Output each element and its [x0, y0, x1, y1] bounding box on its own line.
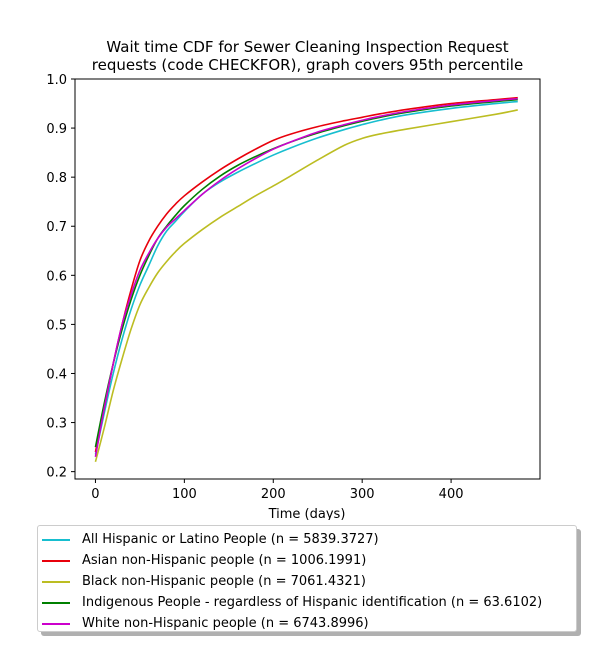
- legend-swatch: [42, 538, 70, 541]
- series-line-2: [94, 96, 518, 453]
- legend-item-4: Indigenous People - regardless of Hispan…: [38, 592, 576, 613]
- y-tick-label: 0.9: [46, 122, 67, 137]
- legend-label: Indigenous People - regardless of Hispan…: [82, 595, 543, 610]
- legend-label: Asian non-Hispanic people (n = 1006.1991…: [82, 553, 367, 568]
- legend-item-1: All Hispanic or Latino People (n = 5839.…: [38, 529, 576, 550]
- y-tick-label: 1.0: [46, 73, 67, 88]
- y-tick-label: 0.4: [46, 367, 67, 382]
- legend-swatch: [42, 580, 70, 583]
- chart-title-line-2: requests (code CHECKFOR), graph covers 9…: [91, 56, 524, 74]
- axes-frame: [74, 78, 541, 480]
- legend-swatch: [42, 622, 70, 625]
- legend-swatch: [42, 559, 70, 562]
- y-tick-label: 0.8: [46, 171, 67, 186]
- legend-label: All Hispanic or Latino People (n = 5839.…: [82, 532, 379, 547]
- y-tick-label: 0.5: [46, 318, 67, 333]
- x-axis-ticks: 0 100 200 300 400: [91, 479, 464, 502]
- legend-swatch: [42, 601, 70, 604]
- x-axis-label: Time (days): [268, 507, 346, 520]
- chart-title-line-1: Wait time CDF for Sewer Cleaning Inspect…: [106, 38, 509, 56]
- legend-item-2: Asian non-Hispanic people (n = 1006.1991…: [38, 550, 576, 571]
- legend-item-3: Black non-Hispanic people (n = 7061.4321…: [38, 571, 576, 592]
- y-axis-ticks: 0.2 0.3 0.4 0.5 0.6 0.7 0.8 0.9 1.0: [46, 73, 75, 481]
- series-layer: [94, 96, 518, 463]
- series-line-5: [94, 97, 518, 458]
- chart-plot-area: 0 100 200 300 400 0.2 0.3 0.4 0.5 0.6 0.7 0.8 0.9 1.…: [46, 73, 541, 520]
- y-tick-label: 0.7: [46, 220, 67, 235]
- x-tick-label: 300: [350, 487, 375, 502]
- series-line-3: [94, 109, 518, 463]
- series-line-1: [94, 100, 518, 455]
- y-tick-label: 0.3: [46, 417, 67, 432]
- x-tick-label: 0: [91, 487, 99, 502]
- x-tick-label: 100: [172, 487, 197, 502]
- legend-label: Black non-Hispanic people (n = 7061.4321…: [82, 574, 366, 589]
- y-tick-label: 0.6: [46, 269, 67, 284]
- x-tick-label: 200: [261, 487, 286, 502]
- series-line-4: [94, 98, 518, 448]
- legend-label: White non-Hispanic people (n = 6743.8996…: [82, 616, 369, 631]
- legend-item-5: White non-Hispanic people (n = 6743.8996…: [38, 613, 576, 634]
- x-tick-label: 400: [439, 487, 464, 502]
- chart-legend: All Hispanic or Latino People (n = 5839.…: [37, 525, 577, 632]
- y-tick-label: 0.2: [46, 466, 67, 481]
